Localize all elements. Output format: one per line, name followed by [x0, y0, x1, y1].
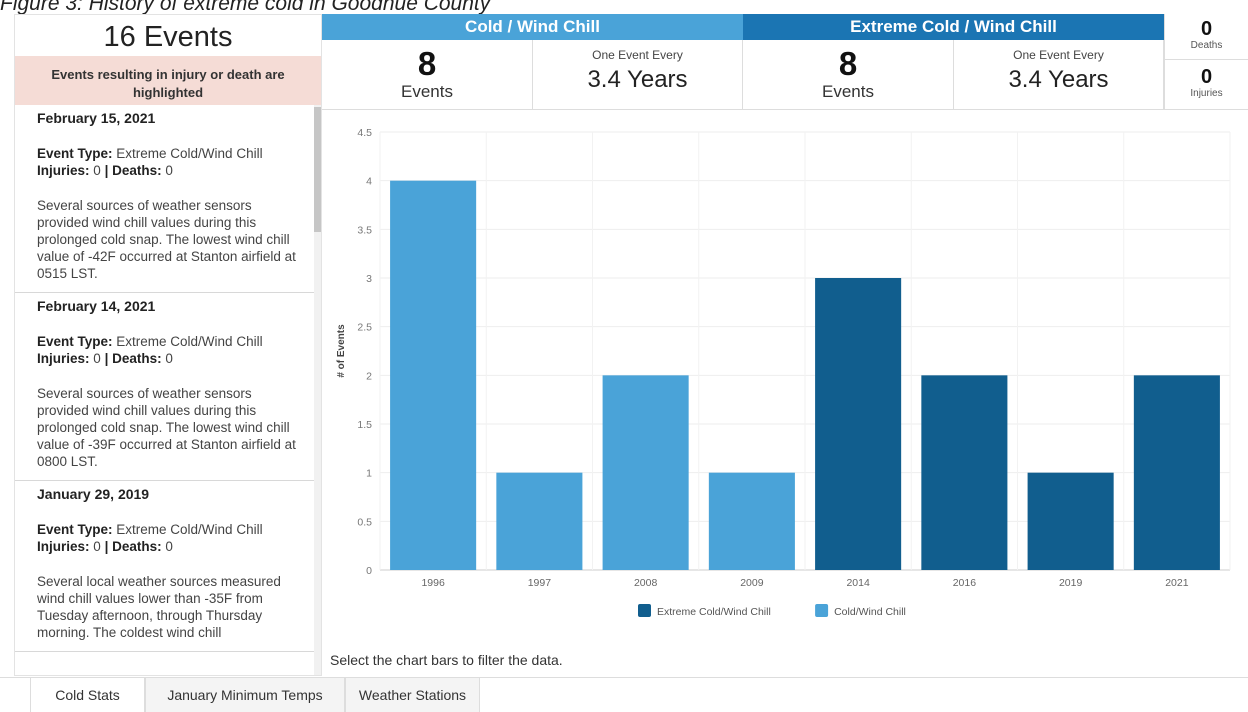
y-tick-label: 0.5 — [357, 516, 372, 528]
deaths-value: 0 — [165, 351, 173, 366]
separator: | — [104, 163, 109, 178]
y-tick-label: 3 — [366, 273, 372, 285]
event-item[interactable]: January 29, 2019 Event Type: Extreme Cold… — [15, 481, 315, 652]
event-list-scrollbar[interactable] — [314, 105, 321, 675]
event-date: February 14, 2021 — [37, 298, 156, 314]
injuries-label: Injuries — [1190, 88, 1223, 99]
bar-1996[interactable] — [390, 180, 477, 570]
cold-frequency-label: One Event Every — [592, 48, 683, 62]
event-type: Extreme Cold/Wind Chill — [116, 334, 263, 349]
cold-events-count: 8 — [417, 45, 437, 82]
bar-2021[interactable] — [1133, 375, 1220, 570]
event-count-title: 16 Events — [103, 21, 233, 53]
injuries-label: Injuries: — [37, 351, 90, 366]
figure-caption: Figure 3: History of extreme cold in Goo… — [0, 0, 491, 15]
deaths-label: Deaths: — [112, 163, 162, 178]
y-tick-label: 4.5 — [357, 127, 372, 139]
injuries-label: Injuries: — [37, 163, 90, 178]
event-type: Extreme Cold/Wind Chill — [116, 522, 263, 537]
tab-january-minimum-temps[interactable]: January Minimum Temps — [145, 678, 345, 712]
x-tick-label: 2019 — [1059, 577, 1083, 589]
x-tick-label: 2009 — [740, 577, 764, 589]
y-tick-label: 2.5 — [357, 322, 372, 334]
x-tick-label: 2021 — [1165, 577, 1189, 589]
extreme-events-label: Events — [822, 82, 874, 101]
extreme-frequency-value: 3.4 Years — [1008, 66, 1109, 93]
deaths-value: 0 — [165, 539, 173, 554]
scrollbar-thumb[interactable] — [314, 107, 321, 232]
x-tick-label: 2014 — [846, 577, 870, 589]
event-meta: Event Type: Extreme Cold/Wind Chill Injur… — [37, 333, 303, 367]
cold-band-title: Cold / Wind Chill — [322, 14, 743, 40]
x-tick-label: 1997 — [528, 577, 552, 589]
x-tick-label: 2008 — [634, 577, 658, 589]
y-tick-label: 4 — [366, 176, 372, 188]
event-description: Several sources of weather sensors provi… — [37, 198, 296, 281]
bottom-tab-bar: Cold Stats January Minimum Temps Weather… — [0, 677, 1248, 712]
x-tick-label: 2016 — [953, 577, 977, 589]
event-item[interactable]: February 15, 2021 Event Type: Extreme Col… — [15, 105, 315, 293]
legend-swatch[interactable] — [815, 604, 829, 617]
injuries-value: 0 — [93, 539, 101, 554]
extreme-frequency-label: One Event Every — [1013, 48, 1104, 62]
cold-events-box: 8 Events — [322, 40, 533, 110]
cold-frequency-value: 3.4 Years — [587, 66, 688, 93]
deaths-label: Deaths: — [112, 351, 162, 366]
y-tick-label: 0 — [366, 565, 372, 577]
event-meta: Event Type: Extreme Cold/Wind Chill Injur… — [37, 145, 303, 179]
event-type-label: Event Type: — [37, 146, 113, 161]
event-description: Several sources of weather sensors provi… — [37, 386, 296, 469]
legend-swatch[interactable] — [638, 604, 651, 617]
bar-2016[interactable] — [921, 375, 1008, 570]
deaths-label: Deaths: — [112, 539, 162, 554]
injuries-count: 0 — [1200, 66, 1213, 88]
tab-cold-stats[interactable]: Cold Stats — [30, 678, 145, 712]
event-type-label: Event Type: — [37, 334, 113, 349]
event-list-panel: 16 Events Events resulting in injury or … — [14, 14, 322, 676]
bar-1997[interactable] — [496, 472, 583, 570]
cold-frequency-box: One Event Every 3.4 Years — [533, 40, 743, 110]
deaths-count: 0 — [1200, 18, 1213, 40]
y-axis-label: # of Events — [336, 324, 347, 378]
legend-label: Cold/Wind Chill — [834, 606, 906, 618]
chart-hint: Select the chart bars to filter the data… — [330, 652, 563, 668]
deaths-box: 0 Deaths — [1164, 14, 1248, 60]
event-item[interactable]: February 14, 2021 Event Type: Extreme Col… — [15, 293, 315, 481]
highlight-note: Events resulting in injury or death are … — [15, 56, 321, 105]
stats-header: Cold / Wind Chill Extreme Cold / Wind Ch… — [322, 14, 1248, 110]
events-chart: 0 0.5 1 1.5 2 2.5 3 3.5 4 4.5 # of Events 1996 1997 2… — [322, 110, 1248, 677]
event-type: Extreme Cold/Wind Chill — [116, 146, 263, 161]
extreme-events-count: 8 — [838, 45, 858, 82]
y-tick-label: 1.5 — [357, 419, 372, 431]
y-tick-label: 3.5 — [357, 224, 372, 236]
separator: | — [104, 351, 109, 366]
deaths-label: Deaths — [1190, 40, 1223, 51]
tab-weather-stations[interactable]: Weather Stations — [345, 678, 480, 712]
cold-events-label: Events — [401, 82, 453, 101]
bar-2009[interactable] — [708, 472, 795, 570]
event-date: February 15, 2021 — [37, 110, 156, 126]
separator: | — [104, 539, 109, 554]
injuries-value: 0 — [93, 163, 101, 178]
injuries-label: Injuries: — [37, 539, 90, 554]
bar-2019[interactable] — [1027, 472, 1114, 570]
bar-chart: 0 0.5 1 1.5 2 2.5 3 3.5 4 4.5 # of Events 1996 1997 2… — [336, 127, 1231, 618]
event-list[interactable]: February 15, 2021 Event Type: Extreme Col… — [15, 105, 315, 675]
bar-2014[interactable] — [815, 278, 902, 570]
extreme-events-box: 8 Events — [743, 40, 954, 110]
event-date: January 29, 2019 — [37, 486, 150, 502]
legend-label: Extreme Cold/Wind Chill — [657, 606, 771, 618]
event-type-label: Event Type: — [37, 522, 113, 537]
extreme-frequency-box: One Event Every 3.4 Years — [954, 40, 1164, 110]
deaths-value: 0 — [165, 163, 173, 178]
bar-2008[interactable] — [602, 375, 689, 570]
event-description: Several local weather sources measured w… — [37, 574, 281, 640]
injuries-box: 0 Injuries — [1164, 60, 1248, 110]
injuries-value: 0 — [93, 351, 101, 366]
y-tick-label: 2 — [366, 370, 372, 382]
y-tick-label: 1 — [366, 468, 372, 480]
x-tick-label: 1996 — [421, 577, 445, 589]
event-meta: Event Type: Extreme Cold/Wind Chill Injur… — [37, 521, 303, 555]
extreme-band-title: Extreme Cold / Wind Chill — [743, 14, 1164, 40]
